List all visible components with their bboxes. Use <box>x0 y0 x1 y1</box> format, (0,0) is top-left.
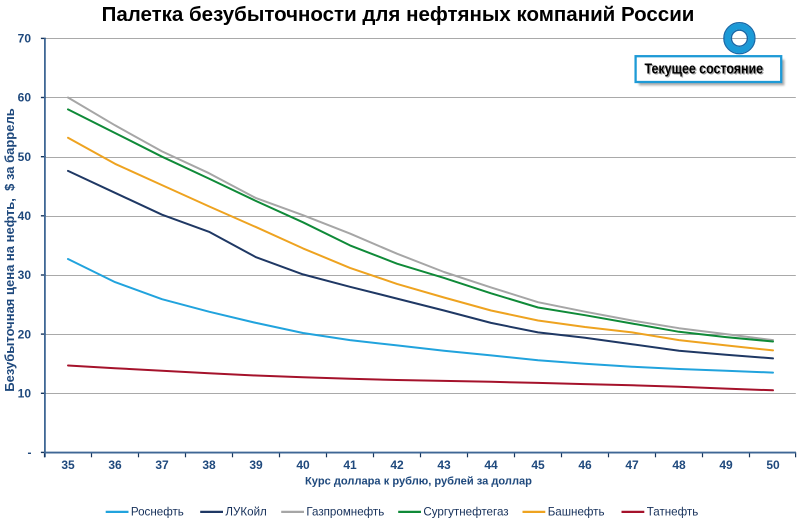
svg-text:20: 20 <box>18 327 32 341</box>
svg-text:40: 40 <box>296 458 310 472</box>
svg-text:Сургутнефтегаз: Сургутнефтегаз <box>423 506 508 519</box>
svg-text:35: 35 <box>61 458 75 472</box>
svg-text:Башнефть: Башнефть <box>548 506 605 519</box>
svg-text:Текущее состояние: Текущее состояние <box>645 60 764 77</box>
svg-text:43: 43 <box>437 458 451 472</box>
svg-text:Газпромнефть: Газпромнефть <box>306 506 384 519</box>
svg-text:50: 50 <box>766 458 780 472</box>
svg-text:40: 40 <box>18 209 32 223</box>
svg-text:46: 46 <box>578 458 592 472</box>
svg-text:41: 41 <box>343 458 357 472</box>
svg-text:60: 60 <box>18 91 32 105</box>
svg-text:-: - <box>28 446 32 460</box>
svg-text:45: 45 <box>531 458 545 472</box>
svg-text:49: 49 <box>719 458 733 472</box>
svg-text:10: 10 <box>18 387 32 401</box>
svg-text:Татнефть: Татнефть <box>647 506 699 519</box>
svg-text:44: 44 <box>484 458 498 472</box>
svg-text:38: 38 <box>202 458 216 472</box>
svg-text:39: 39 <box>249 458 263 472</box>
svg-text:48: 48 <box>672 458 686 472</box>
svg-text:70: 70 <box>18 32 32 46</box>
svg-text:Роснефть: Роснефть <box>131 506 184 519</box>
svg-text:Курс доллара к рублю, рублей з: Курс доллара к рублю, рублей за доллар <box>305 476 532 488</box>
svg-text:30: 30 <box>18 268 32 282</box>
svg-text:Палетка безубыточности для неф: Палетка безубыточности для нефтяных комп… <box>102 3 695 26</box>
svg-text:50: 50 <box>18 150 32 164</box>
svg-text:42: 42 <box>390 458 404 472</box>
svg-text:Текущее состояние: Текущее состояние <box>646 62 765 79</box>
svg-text:37: 37 <box>155 458 169 472</box>
svg-text:Безубыточная цена на нефть, $: Безубыточная цена на нефть, $ за баррель <box>2 108 17 391</box>
svg-text:36: 36 <box>108 458 122 472</box>
svg-text:ЛУКойл: ЛУКойл <box>225 506 266 519</box>
svg-text:47: 47 <box>625 458 639 472</box>
